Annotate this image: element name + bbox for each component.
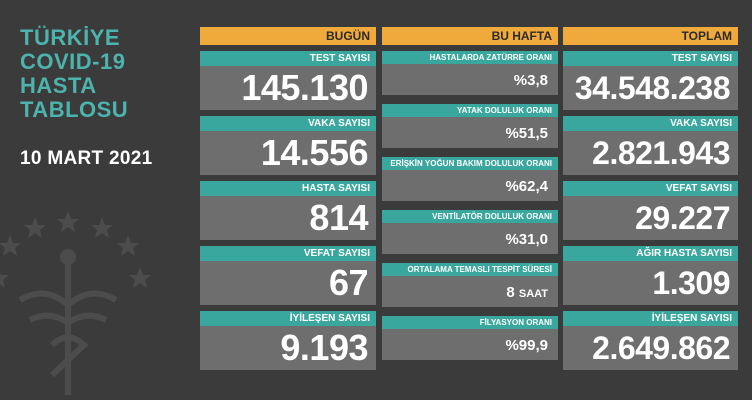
contact-tracing-time-card: ORTALAMA TEMASLI TESPİT SÜRESİ 8 SAAT <box>382 263 558 307</box>
card-value: 814 <box>200 196 376 240</box>
total-death-card: VEFAT SAYISI 29.227 <box>563 181 738 240</box>
icu-occupancy-card: ERİŞKİN YOĞUN BAKIM DOLULUK ORANI %62,4 <box>382 157 558 201</box>
card-value: %51,5 <box>382 117 558 148</box>
card-label: VENTİLATÖR DOLULUK ORANI <box>382 210 558 223</box>
card-label: İYİLEŞEN SAYISI <box>563 311 738 326</box>
card-label: ERİŞKİN YOĞUN BAKIM DOLULUK ORANI <box>382 157 558 170</box>
card-label: VEFAT SAYISI <box>563 181 738 196</box>
card-value: 8 SAAT <box>382 276 558 307</box>
total-header: TOPLAM <box>563 27 738 45</box>
card-label: FİLYASYON ORANI <box>382 316 558 329</box>
today-test-card: TEST SAYISI 145.130 <box>200 51 376 110</box>
report-date: 10 MART 2021 <box>20 148 153 169</box>
card-label: TEST SAYISI <box>200 51 376 66</box>
card-label: ORTALAMA TEMASLI TESPİT SÜRESİ <box>382 263 558 276</box>
card-value: 67 <box>200 261 376 305</box>
total-recovered-card: İYİLEŞEN SAYISI 2.649.862 <box>563 311 738 370</box>
total-case-card: VAKA SAYISI 2.821.943 <box>563 116 738 175</box>
card-label: VAKA SAYISI <box>563 116 738 131</box>
card-value: 14.556 <box>200 131 376 175</box>
card-value: 1.309 <box>563 261 738 305</box>
today-recovered-card: İYİLEŞEN SAYISI 9.193 <box>200 311 376 370</box>
title-line: HASTA <box>20 73 97 98</box>
this-week-column: BU HAFTA HASTALARDA ZATÜRRE ORANI %3,8 Y… <box>382 27 558 360</box>
card-value: 9.193 <box>200 326 376 370</box>
card-value: 145.130 <box>200 66 376 110</box>
card-label: VEFAT SAYISI <box>200 246 376 261</box>
total-critical-card: AĞIR HASTA SAYISI 1.309 <box>563 246 738 305</box>
card-value: 29.227 <box>563 196 738 240</box>
bed-occupancy-card: YATAK DOLULUK ORANI %51,5 <box>382 104 558 148</box>
dashboard-title: TÜRKİYE COVID-19 HASTA TABLOSU <box>20 26 128 122</box>
card-label: VAKA SAYISI <box>200 116 376 131</box>
total-test-card: TEST SAYISI 34.548.238 <box>563 51 738 110</box>
card-value: 34.548.238 <box>563 66 738 110</box>
today-case-card: VAKA SAYISI 14.556 <box>200 116 376 175</box>
title-line: TÜRKİYE <box>20 25 121 50</box>
ventilator-occupancy-card: VENTİLATÖR DOLULUK ORANI %31,0 <box>382 210 558 254</box>
filiation-rate-card: FİLYASYON ORANI %99,9 <box>382 316 558 360</box>
value-number: 8 <box>506 284 515 301</box>
card-value: 2.649.862 <box>563 326 738 370</box>
total-column: TOPLAM TEST SAYISI 34.548.238 VAKA SAYIS… <box>563 27 738 370</box>
card-value: %62,4 <box>382 170 558 201</box>
today-death-card: VEFAT SAYISI 67 <box>200 246 376 305</box>
card-label: AĞIR HASTA SAYISI <box>563 246 738 261</box>
card-label: HASTALARDA ZATÜRRE ORANI <box>382 51 558 64</box>
today-patient-card: HASTA SAYISI 814 <box>200 181 376 240</box>
this-week-header: BU HAFTA <box>382 27 558 45</box>
title-line: COVID-19 <box>20 49 126 74</box>
card-value: 2.821.943 <box>563 131 738 175</box>
today-column: BUGÜN TEST SAYISI 145.130 VAKA SAYISI 14… <box>200 27 376 370</box>
today-header: BUGÜN <box>200 27 376 45</box>
card-label: HASTA SAYISI <box>200 181 376 196</box>
card-label: YATAK DOLULUK ORANI <box>382 104 558 117</box>
card-label: İYİLEŞEN SAYISI <box>200 311 376 326</box>
value-unit: SAAT <box>518 288 548 300</box>
card-label: TEST SAYISI <box>563 51 738 66</box>
card-value: %3,8 <box>382 64 558 95</box>
card-value: %31,0 <box>382 223 558 254</box>
title-line: TABLOSU <box>20 97 129 122</box>
pneumonia-rate-card: HASTALARDA ZATÜRRE ORANI %3,8 <box>382 51 558 95</box>
card-value: %99,9 <box>382 329 558 360</box>
ministry-of-health-emblem-icon <box>0 211 150 395</box>
